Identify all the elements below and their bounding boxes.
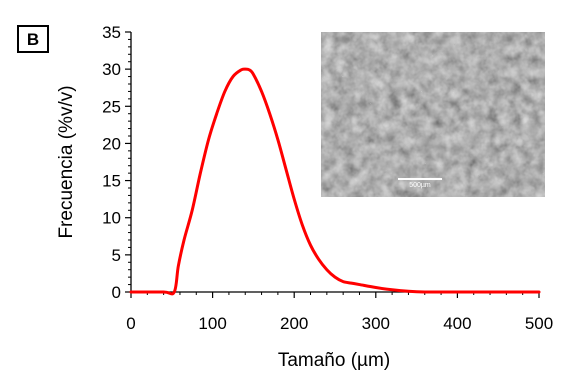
y-tick-label: 30 [102, 60, 121, 79]
scale-bar-label: 500µm [409, 182, 431, 189]
x-tick-label: 400 [443, 314, 471, 333]
x-tick-label: 100 [198, 314, 226, 333]
x-axis-title: Tamaño (µm) [278, 350, 390, 371]
panel-label-box: B [17, 25, 49, 53]
y-tick-labels: 0 5 10 15 20 25 30 35 [102, 23, 121, 302]
series-line-0 [129, 67, 541, 296]
x-tick-label: 0 [126, 314, 135, 333]
sem-inset-image: 500µm [321, 32, 545, 197]
y-axis-title: Frecuencia (%v/v) [56, 85, 77, 238]
y-tick-label: 35 [102, 23, 121, 42]
y-tick-label: 15 [102, 172, 121, 191]
y-tick-label: 10 [102, 209, 121, 228]
y-tick-label: 20 [102, 134, 121, 153]
panel-label: B [27, 30, 39, 49]
x-tick-label: 300 [362, 314, 390, 333]
y-tick-label: 25 [102, 97, 121, 116]
x-tick-label: 200 [280, 314, 308, 333]
y-tick-label: 0 [112, 283, 121, 302]
series-layer [129, 67, 541, 296]
y-tick-label: 5 [112, 246, 121, 265]
x-tick-label: 500 [525, 314, 553, 333]
x-tick-labels: 0 100 200 300 400 500 [126, 314, 553, 333]
